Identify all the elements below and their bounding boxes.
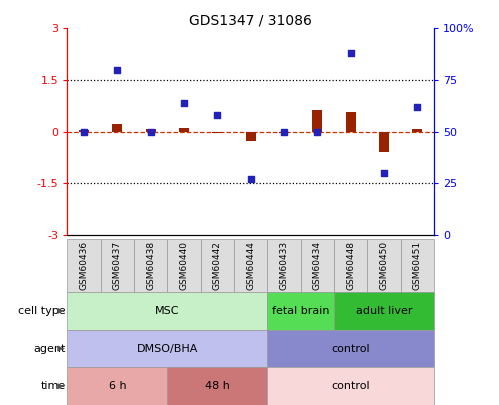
Bar	[379, 132, 389, 151]
Text: agent: agent	[33, 343, 66, 354]
Bar	[79, 130, 89, 132]
Text: GSM60438: GSM60438	[146, 241, 155, 290]
Text: GSM60448: GSM60448	[346, 241, 355, 290]
Bar	[167, 367, 267, 405]
Text: time: time	[40, 381, 66, 391]
Text: GSM60433: GSM60433	[279, 241, 288, 290]
Text: GSM60450: GSM60450	[380, 241, 389, 290]
Text: GSM60440: GSM60440	[180, 241, 189, 290]
Bar	[334, 239, 367, 292]
Point	[414, 104, 422, 110]
Text: cell type: cell type	[18, 306, 66, 316]
Bar	[413, 129, 423, 132]
Bar	[167, 239, 201, 292]
Text: GSM60436: GSM60436	[79, 241, 88, 290]
Bar	[334, 292, 434, 330]
Point	[214, 112, 222, 118]
Bar	[101, 239, 134, 292]
Bar	[401, 239, 434, 292]
Point	[247, 176, 254, 182]
Text: GSM60444: GSM60444	[246, 241, 255, 290]
Point	[347, 50, 355, 56]
Text: fetal brain: fetal brain	[272, 306, 329, 316]
Bar	[234, 239, 267, 292]
Point	[280, 128, 288, 135]
Text: DMSO/BHA: DMSO/BHA	[137, 343, 198, 354]
Text: control: control	[331, 381, 370, 391]
Text: GSM60442: GSM60442	[213, 241, 222, 290]
Text: GSM60451: GSM60451	[413, 241, 422, 290]
Bar	[367, 239, 401, 292]
Bar	[67, 367, 167, 405]
Bar	[213, 132, 223, 133]
Text: 48 h: 48 h	[205, 381, 230, 391]
Bar	[246, 132, 256, 141]
Bar	[134, 239, 167, 292]
Text: 6 h: 6 h	[109, 381, 126, 391]
Bar	[279, 132, 289, 133]
Text: adult liver: adult liver	[356, 306, 412, 316]
Point	[313, 128, 321, 135]
Bar	[67, 330, 267, 367]
Point	[180, 100, 188, 106]
Bar	[201, 239, 234, 292]
Bar	[112, 124, 122, 132]
Title: GDS1347 / 31086: GDS1347 / 31086	[189, 13, 312, 27]
Bar	[346, 112, 356, 132]
Bar	[267, 330, 434, 367]
Point	[147, 128, 155, 135]
Bar	[146, 129, 156, 132]
Bar	[67, 292, 267, 330]
Bar	[301, 239, 334, 292]
Bar	[179, 128, 189, 132]
Point	[380, 170, 388, 176]
Text: GSM60434: GSM60434	[313, 241, 322, 290]
Text: GSM60437: GSM60437	[113, 241, 122, 290]
Bar	[67, 239, 101, 292]
Point	[80, 128, 88, 135]
Text: control: control	[331, 343, 370, 354]
Bar	[267, 239, 301, 292]
Bar	[267, 367, 434, 405]
Text: MSC: MSC	[155, 306, 180, 316]
Bar	[267, 292, 334, 330]
Point	[113, 66, 121, 73]
Bar	[312, 110, 322, 132]
